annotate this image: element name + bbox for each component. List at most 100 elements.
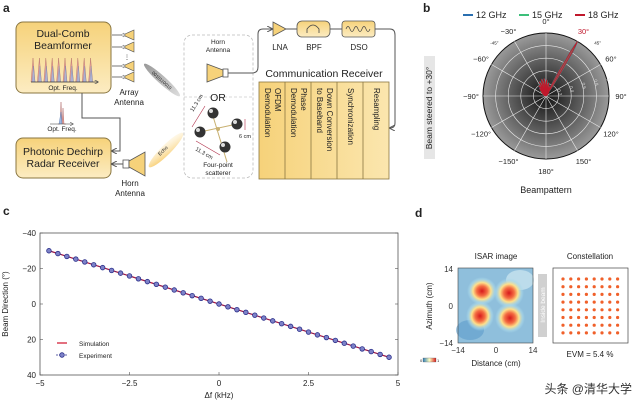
stage-label: Synchronization	[346, 88, 355, 145]
experiment-point	[180, 290, 186, 296]
target-horn-label-line1: Horn	[211, 39, 225, 46]
dso-oscilloscope-icon	[341, 20, 376, 38]
experiment-point	[73, 256, 79, 262]
constellation-title: Constellation	[567, 252, 613, 261]
constellation-point	[577, 308, 581, 312]
experiment-point	[323, 334, 330, 341]
constellation-point	[592, 277, 596, 281]
legend-label: 15 GHz	[532, 10, 563, 20]
plot-marks	[46, 248, 392, 360]
isar-ylabel: Azimuth (cm)	[425, 282, 434, 329]
constellation-point	[561, 315, 565, 320]
constellation-point	[592, 300, 596, 304]
experiment-point	[368, 348, 374, 355]
experiment-point	[99, 264, 106, 271]
constellation-point	[577, 323, 581, 327]
isar-ytick: 0	[449, 302, 454, 311]
colorbar-min: 0	[420, 358, 423, 363]
experiment-point	[55, 250, 61, 257]
experiment-point	[90, 262, 97, 268]
experiment-point	[377, 351, 383, 358]
legend-label: 12 GHz	[476, 10, 507, 20]
constellation-point	[616, 331, 620, 335]
optical-comb-spectrum	[30, 57, 93, 83]
constellation-point	[608, 323, 612, 327]
stage-label: to Baseband	[315, 88, 324, 133]
dimension-label-2: 11.3 cm	[194, 147, 214, 162]
experiment-point	[216, 301, 222, 307]
angle-tick-label: −60°	[473, 55, 489, 64]
radial-tick-label: 0.6	[581, 82, 588, 90]
experiment-point	[332, 337, 339, 344]
constellation-point	[569, 331, 573, 335]
experiment-point	[144, 278, 151, 285]
legend-experiment-marker	[59, 352, 65, 358]
angular-gridline	[545, 95, 601, 128]
radar-receiver-line2: Radar Receiver	[27, 158, 100, 170]
angle-tick-label: −150°	[499, 157, 519, 166]
side-label-box	[424, 56, 435, 159]
angle-tick-label: 180°	[538, 167, 554, 176]
comb-axis-label: Opt. Freq.	[48, 85, 77, 92]
stage-label: Phase	[299, 88, 308, 111]
target-horn-label-line2: Antenna	[206, 47, 231, 54]
x-tick-label: −5	[35, 379, 45, 388]
constellation-point	[584, 331, 589, 335]
x-tick-label: −2.5	[122, 379, 138, 388]
constellation-point	[584, 292, 589, 296]
chart-legend: Simulation Experiment	[56, 341, 112, 360]
angle-tick-label: 120°	[603, 130, 619, 139]
constellation-point	[592, 292, 596, 296]
horn-antenna-element-icon	[124, 71, 135, 83]
or-label: OR	[210, 92, 226, 104]
transmit-beam: 0010110010	[143, 63, 181, 97]
constellation-point	[600, 285, 604, 289]
experiment-point	[234, 306, 240, 313]
beampattern-legend: 12 GHz 15 GHz 18 GHz	[463, 10, 619, 20]
constellation-point	[616, 323, 620, 327]
stage-label: Resampling	[372, 88, 381, 130]
beam-bits: 0010110010	[151, 70, 173, 91]
experiment-point	[261, 315, 267, 321]
constellation-diagram	[561, 277, 620, 335]
isar-ytick: 14	[444, 265, 453, 274]
radial-tick-label: 0.4	[569, 85, 576, 93]
constellation-point	[577, 331, 581, 335]
y-axis-label: Beam Direction (°)	[1, 271, 10, 337]
constellation-point	[608, 308, 612, 312]
constellation-point	[600, 331, 604, 335]
feed-icon	[120, 74, 125, 80]
radial-tick-label: 0.8	[593, 79, 600, 87]
constellation-frame	[552, 267, 629, 344]
feed-icon	[120, 44, 125, 50]
watermark: 头条 @清华大学	[544, 381, 632, 396]
target-horn-antenna-icon	[206, 63, 229, 83]
constellation-point	[577, 292, 581, 296]
lo-connection-line	[81, 93, 121, 151]
array-antenna-label-line1: Array	[119, 88, 138, 97]
constellation-point	[584, 315, 589, 320]
isar-xtick: 14	[529, 346, 538, 355]
y-tick-label: 40	[27, 371, 36, 380]
constellation-point	[561, 292, 565, 296]
constellation-point	[569, 308, 573, 312]
constellation-point	[600, 292, 604, 296]
inside-beam-label: Inside beam	[540, 287, 547, 322]
four-point-scatterer-icon	[191, 105, 246, 163]
constellation-point	[577, 277, 581, 281]
isar-xtick: 0	[494, 346, 499, 355]
angle-tick-label: 90°	[615, 92, 626, 101]
constellation-point	[608, 300, 612, 304]
polar-beampattern-plot: 0° 30° 60° 90° 120° 150° 180° −150° −120° −90° −60…	[463, 17, 627, 176]
panel-label-d: d	[415, 206, 422, 220]
minor-angle-label: 45°	[594, 40, 601, 45]
legend-experiment-label: Experiment	[79, 353, 112, 360]
isar-scatterer-blob	[467, 277, 497, 305]
comb-line-blue	[31, 65, 36, 83]
experiment-point	[207, 298, 213, 304]
isar-xtick: −14	[451, 346, 465, 355]
constellation-point	[577, 285, 581, 289]
experiment-point	[296, 326, 303, 332]
experiment-point	[126, 273, 133, 279]
isar-scatterer-blob	[494, 278, 524, 308]
